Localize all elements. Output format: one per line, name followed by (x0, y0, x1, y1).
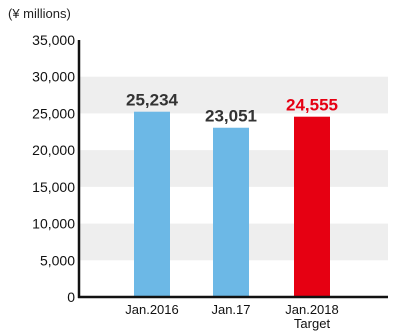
grid-band (79, 76, 388, 114)
y-axis-ticks: 0 5,000 10,000 15,000 20,000 25,000 30,000 35,0… (32, 32, 75, 305)
value-labels: 25,234 23,051 24,555 (126, 91, 338, 126)
y-axis-unit-label: (¥ millions) (8, 6, 71, 21)
x-tick-label: Jan.2016 (125, 302, 179, 317)
bar (294, 116, 330, 298)
y-tick-label: 30,000 (32, 69, 75, 85)
x-tick-label: Jan.17 (211, 302, 250, 317)
x-tick-sublabel: Target (294, 316, 331, 331)
bar (213, 127, 249, 297)
y-tick-label: 5,000 (40, 252, 75, 268)
y-tick-label: 35,000 (32, 32, 75, 48)
value-label: 25,234 (126, 91, 179, 110)
bar (134, 111, 170, 297)
x-tick-label: Jan.2018 (285, 302, 339, 317)
value-label: 23,051 (205, 107, 257, 126)
value-label: 24,555 (286, 96, 338, 115)
y-tick-label: 15,000 (32, 179, 75, 195)
y-tick-label: 20,000 (32, 142, 75, 158)
y-tick-label: 10,000 (32, 216, 75, 232)
bars (134, 111, 330, 298)
y-tick-label: 25,000 (32, 105, 75, 121)
y-tick-label: 0 (67, 289, 75, 305)
